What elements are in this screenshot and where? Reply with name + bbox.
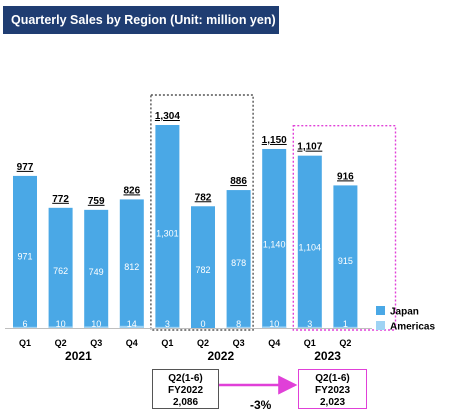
highlight-frame-fy2022-h1 <box>150 94 254 331</box>
japan-value-label: 812 <box>124 262 139 272</box>
japan-value-label: 762 <box>53 266 68 276</box>
bar-japan <box>191 206 215 328</box>
quarter-tick-label: Q1 <box>161 338 173 348</box>
total-label: 759 <box>88 196 105 207</box>
comparison-value: 2,023 <box>319 397 346 408</box>
bar-americas <box>226 326 251 328</box>
total-label: 782 <box>195 192 212 203</box>
comparison-fiscal-year: FY2023 <box>314 385 351 396</box>
legend-label-americas: Americas <box>390 322 435 333</box>
bar-japan <box>84 209 109 328</box>
bar-japan <box>226 190 251 328</box>
americas-value-label: 14 <box>127 319 137 329</box>
comparison-value: 2,086 <box>172 397 199 408</box>
bar-japan <box>119 199 144 328</box>
japan-value-label: 782 <box>195 265 210 275</box>
total-label: 772 <box>52 194 69 205</box>
americas-value-label: 10 <box>91 319 101 329</box>
total-label: 916 <box>337 171 354 182</box>
quarter-tick-label: Q4 <box>268 338 280 348</box>
quarter-tick-label: Q3 <box>90 338 102 348</box>
quarter-tick-label: Q1 <box>304 338 316 348</box>
change-percent: -3% <box>250 398 272 412</box>
americas-value-label: 10 <box>56 319 66 329</box>
bar-japan <box>48 207 73 328</box>
japan-value-label: 1,140 <box>263 239 286 249</box>
comparison-period: Q2(1-6) <box>315 373 350 384</box>
japan-value-label: 1,301 <box>156 229 179 239</box>
bar-americas <box>333 326 358 328</box>
year-label: 2023 <box>314 349 341 363</box>
comparison-period: Q2(1-6) <box>168 373 203 384</box>
americas-value-label: 0 <box>200 319 205 329</box>
highlight-frame-fy2023-h1 <box>292 124 397 331</box>
legend-label-japan: Japan <box>390 307 419 318</box>
japan-value-label: 971 <box>17 252 32 262</box>
bar-americas <box>262 326 287 328</box>
americas-value-label: 1 <box>343 319 348 329</box>
total-label: 1,107 <box>297 142 322 153</box>
bar-japan <box>297 155 322 328</box>
americas-value-label: 6 <box>22 319 27 329</box>
year-label: 2022 <box>207 349 234 363</box>
legend-swatch-americas <box>376 321 385 330</box>
bar-americas <box>48 326 73 328</box>
total-label: 1,150 <box>262 135 287 146</box>
americas-value-label: 3 <box>307 319 312 329</box>
americas-value-label: 10 <box>269 319 279 329</box>
quarter-tick-label: Q3 <box>233 338 245 348</box>
americas-value-label: 3 <box>165 319 170 329</box>
japan-value-label: 749 <box>89 267 104 277</box>
bar-japan <box>262 148 287 328</box>
chart-title: Quarterly Sales by Region (Unit: million… <box>3 6 279 34</box>
legend-swatch-japan <box>376 306 385 315</box>
year-label: 2021 <box>65 349 92 363</box>
americas-value-label: 8 <box>236 319 241 329</box>
japan-value-label: 878 <box>231 258 246 268</box>
japan-value-label: 915 <box>338 256 353 266</box>
bar-japan <box>13 175 37 328</box>
quarter-tick-label: Q1 <box>19 338 31 348</box>
bar-americas <box>119 325 144 328</box>
total-label: 826 <box>123 185 140 196</box>
total-label: 886 <box>230 176 247 187</box>
quarter-tick-label: Q2 <box>197 338 209 348</box>
bar-americas <box>84 326 109 328</box>
comparison-box-fy2022: Q2(1-6) FY2022 2,086 <box>152 369 219 409</box>
quarter-tick-label: Q2 <box>55 338 67 348</box>
comparison-fiscal-year: FY2022 <box>167 385 204 396</box>
bar-japan <box>155 125 180 328</box>
quarter-tick-label: Q2 <box>339 338 351 348</box>
japan-value-label: 1,104 <box>299 242 322 252</box>
bar-americas <box>13 326 37 328</box>
total-label: 977 <box>17 162 34 173</box>
bar-americas <box>155 326 180 328</box>
bar-japan <box>333 185 358 328</box>
bar-americas <box>297 326 322 328</box>
comparison-box-fy2023: Q2(1-6) FY2023 2,023 <box>298 369 367 409</box>
quarter-tick-label: Q4 <box>126 338 138 348</box>
total-label: 1,304 <box>155 111 180 122</box>
